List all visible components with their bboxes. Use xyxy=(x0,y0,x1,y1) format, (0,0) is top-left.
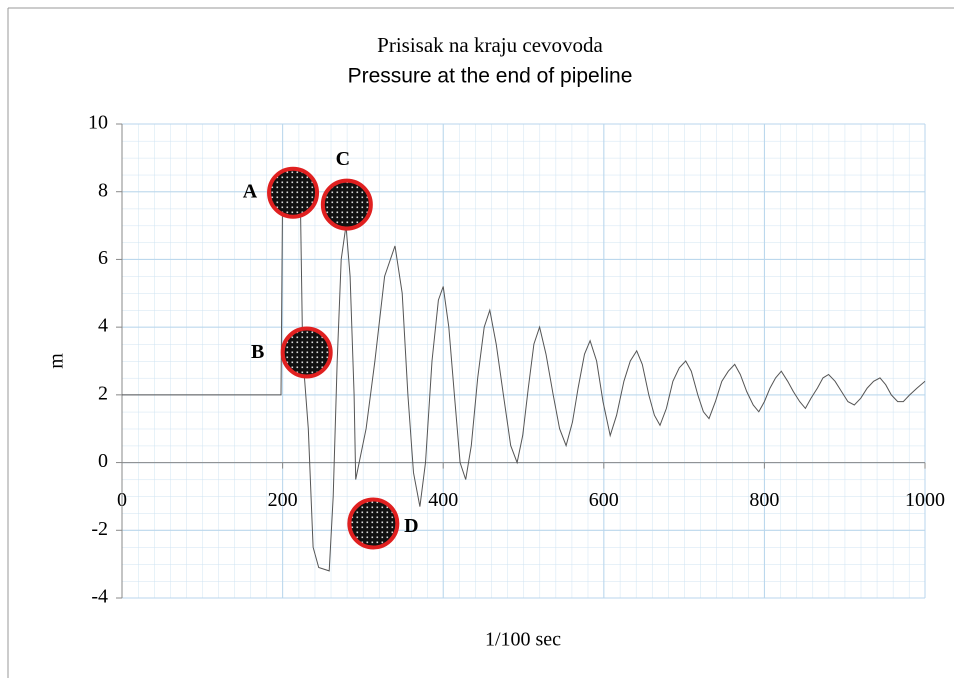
pressure-line xyxy=(122,187,926,572)
y-tick-label: 0 xyxy=(98,450,108,472)
annotation-marker xyxy=(320,178,373,231)
y-tick-label: 10 xyxy=(88,112,108,134)
annotation-label: C xyxy=(336,148,350,170)
annotation-label: B xyxy=(251,341,264,363)
annotation-label: D xyxy=(404,515,418,537)
y-tick-label: 4 xyxy=(98,315,108,337)
x-tick-label: 400 xyxy=(428,489,458,511)
annotation-label: A xyxy=(243,180,258,202)
annotation-marker xyxy=(280,326,333,379)
chart-title: Prisisak na kraju cevovoda xyxy=(377,33,603,57)
y-tick-label: -2 xyxy=(91,518,108,540)
x-tick-label: 1000 xyxy=(905,489,945,511)
annotation-marker xyxy=(347,497,400,550)
x-tick-label: 800 xyxy=(749,489,779,511)
y-axis-label: m xyxy=(46,353,68,369)
annotation-marker xyxy=(267,166,320,219)
x-axis-label: 1/100 sec xyxy=(485,629,561,651)
minor-grid xyxy=(122,124,925,598)
y-tick-label: 8 xyxy=(98,179,108,201)
chart-subtitle: Pressure at the end of pipeline xyxy=(348,65,633,88)
y-tick-label: -4 xyxy=(91,586,108,608)
x-tick-label: 200 xyxy=(268,489,298,511)
y-tick-label: 6 xyxy=(98,247,108,269)
x-tick-label: 600 xyxy=(589,489,619,511)
y-tick-label: 2 xyxy=(98,382,108,404)
